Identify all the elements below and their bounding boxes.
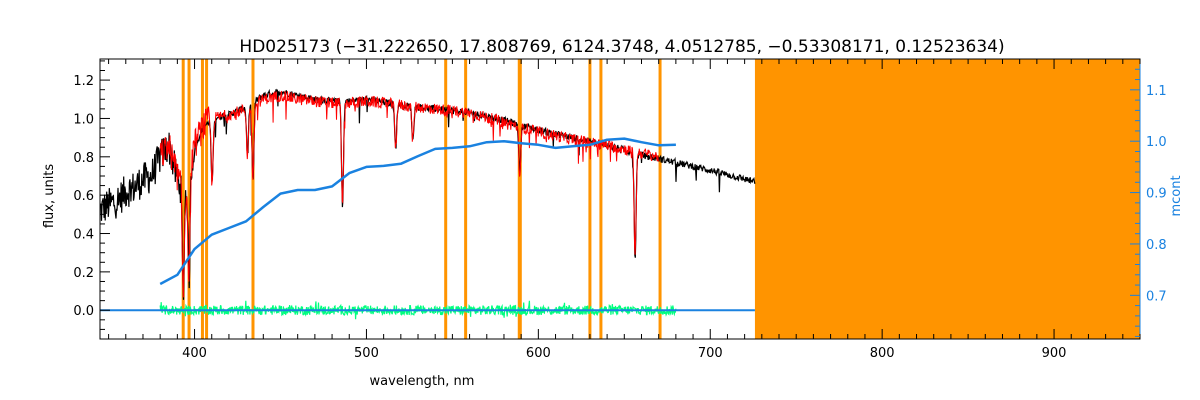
observed-spectrum — [99, 88, 756, 300]
right-y-tick-label: 0.9 — [1146, 187, 1167, 202]
model-spectrum — [159, 90, 659, 298]
x-tick-label: 900 — [1042, 346, 1067, 361]
y-tick-label: 1.2 — [73, 74, 94, 89]
y-axis-label: flux, units — [42, 164, 57, 229]
chart-title: HD025173 (−31.222650, 17.808769, 6124.37… — [239, 37, 1004, 57]
masked-region — [754, 59, 1140, 339]
y-tick-label: 1.0 — [73, 112, 94, 127]
series-group — [99, 88, 756, 320]
right-y-tick-label: 0.8 — [1146, 238, 1167, 253]
x-tick-label: 700 — [698, 346, 723, 361]
x-tick-label: 400 — [182, 346, 207, 361]
masked-region-group — [754, 59, 1140, 339]
right-y-tick-label: 0.7 — [1146, 289, 1167, 304]
y-tick-label: 0.0 — [73, 304, 94, 319]
x-axis-label: wavelength, nm — [370, 374, 475, 389]
x-tick-label: 500 — [354, 346, 379, 361]
right-y-tick-label: 1.0 — [1146, 135, 1167, 150]
vertical-lines-group — [181, 59, 662, 339]
plot-frame — [99, 58, 1141, 340]
x-tick-label: 600 — [526, 346, 551, 361]
y-tick-label: 0.6 — [73, 189, 94, 204]
y-tick-label: 0.8 — [73, 151, 94, 166]
y-tick-label: 0.4 — [73, 228, 94, 243]
ticks-group: 400 500 600 700 800 900 0.0 0.2 0.4 0.6 0.8 1.0 1.2 0… — [73, 59, 1167, 361]
y-tick-label: 0.2 — [73, 266, 94, 281]
x-tick-label: 800 — [870, 346, 895, 361]
right-y-axis-label: mcont — [1169, 175, 1184, 216]
right-y-tick-label: 1.1 — [1146, 84, 1167, 99]
mcont-curve — [159, 137, 676, 286]
